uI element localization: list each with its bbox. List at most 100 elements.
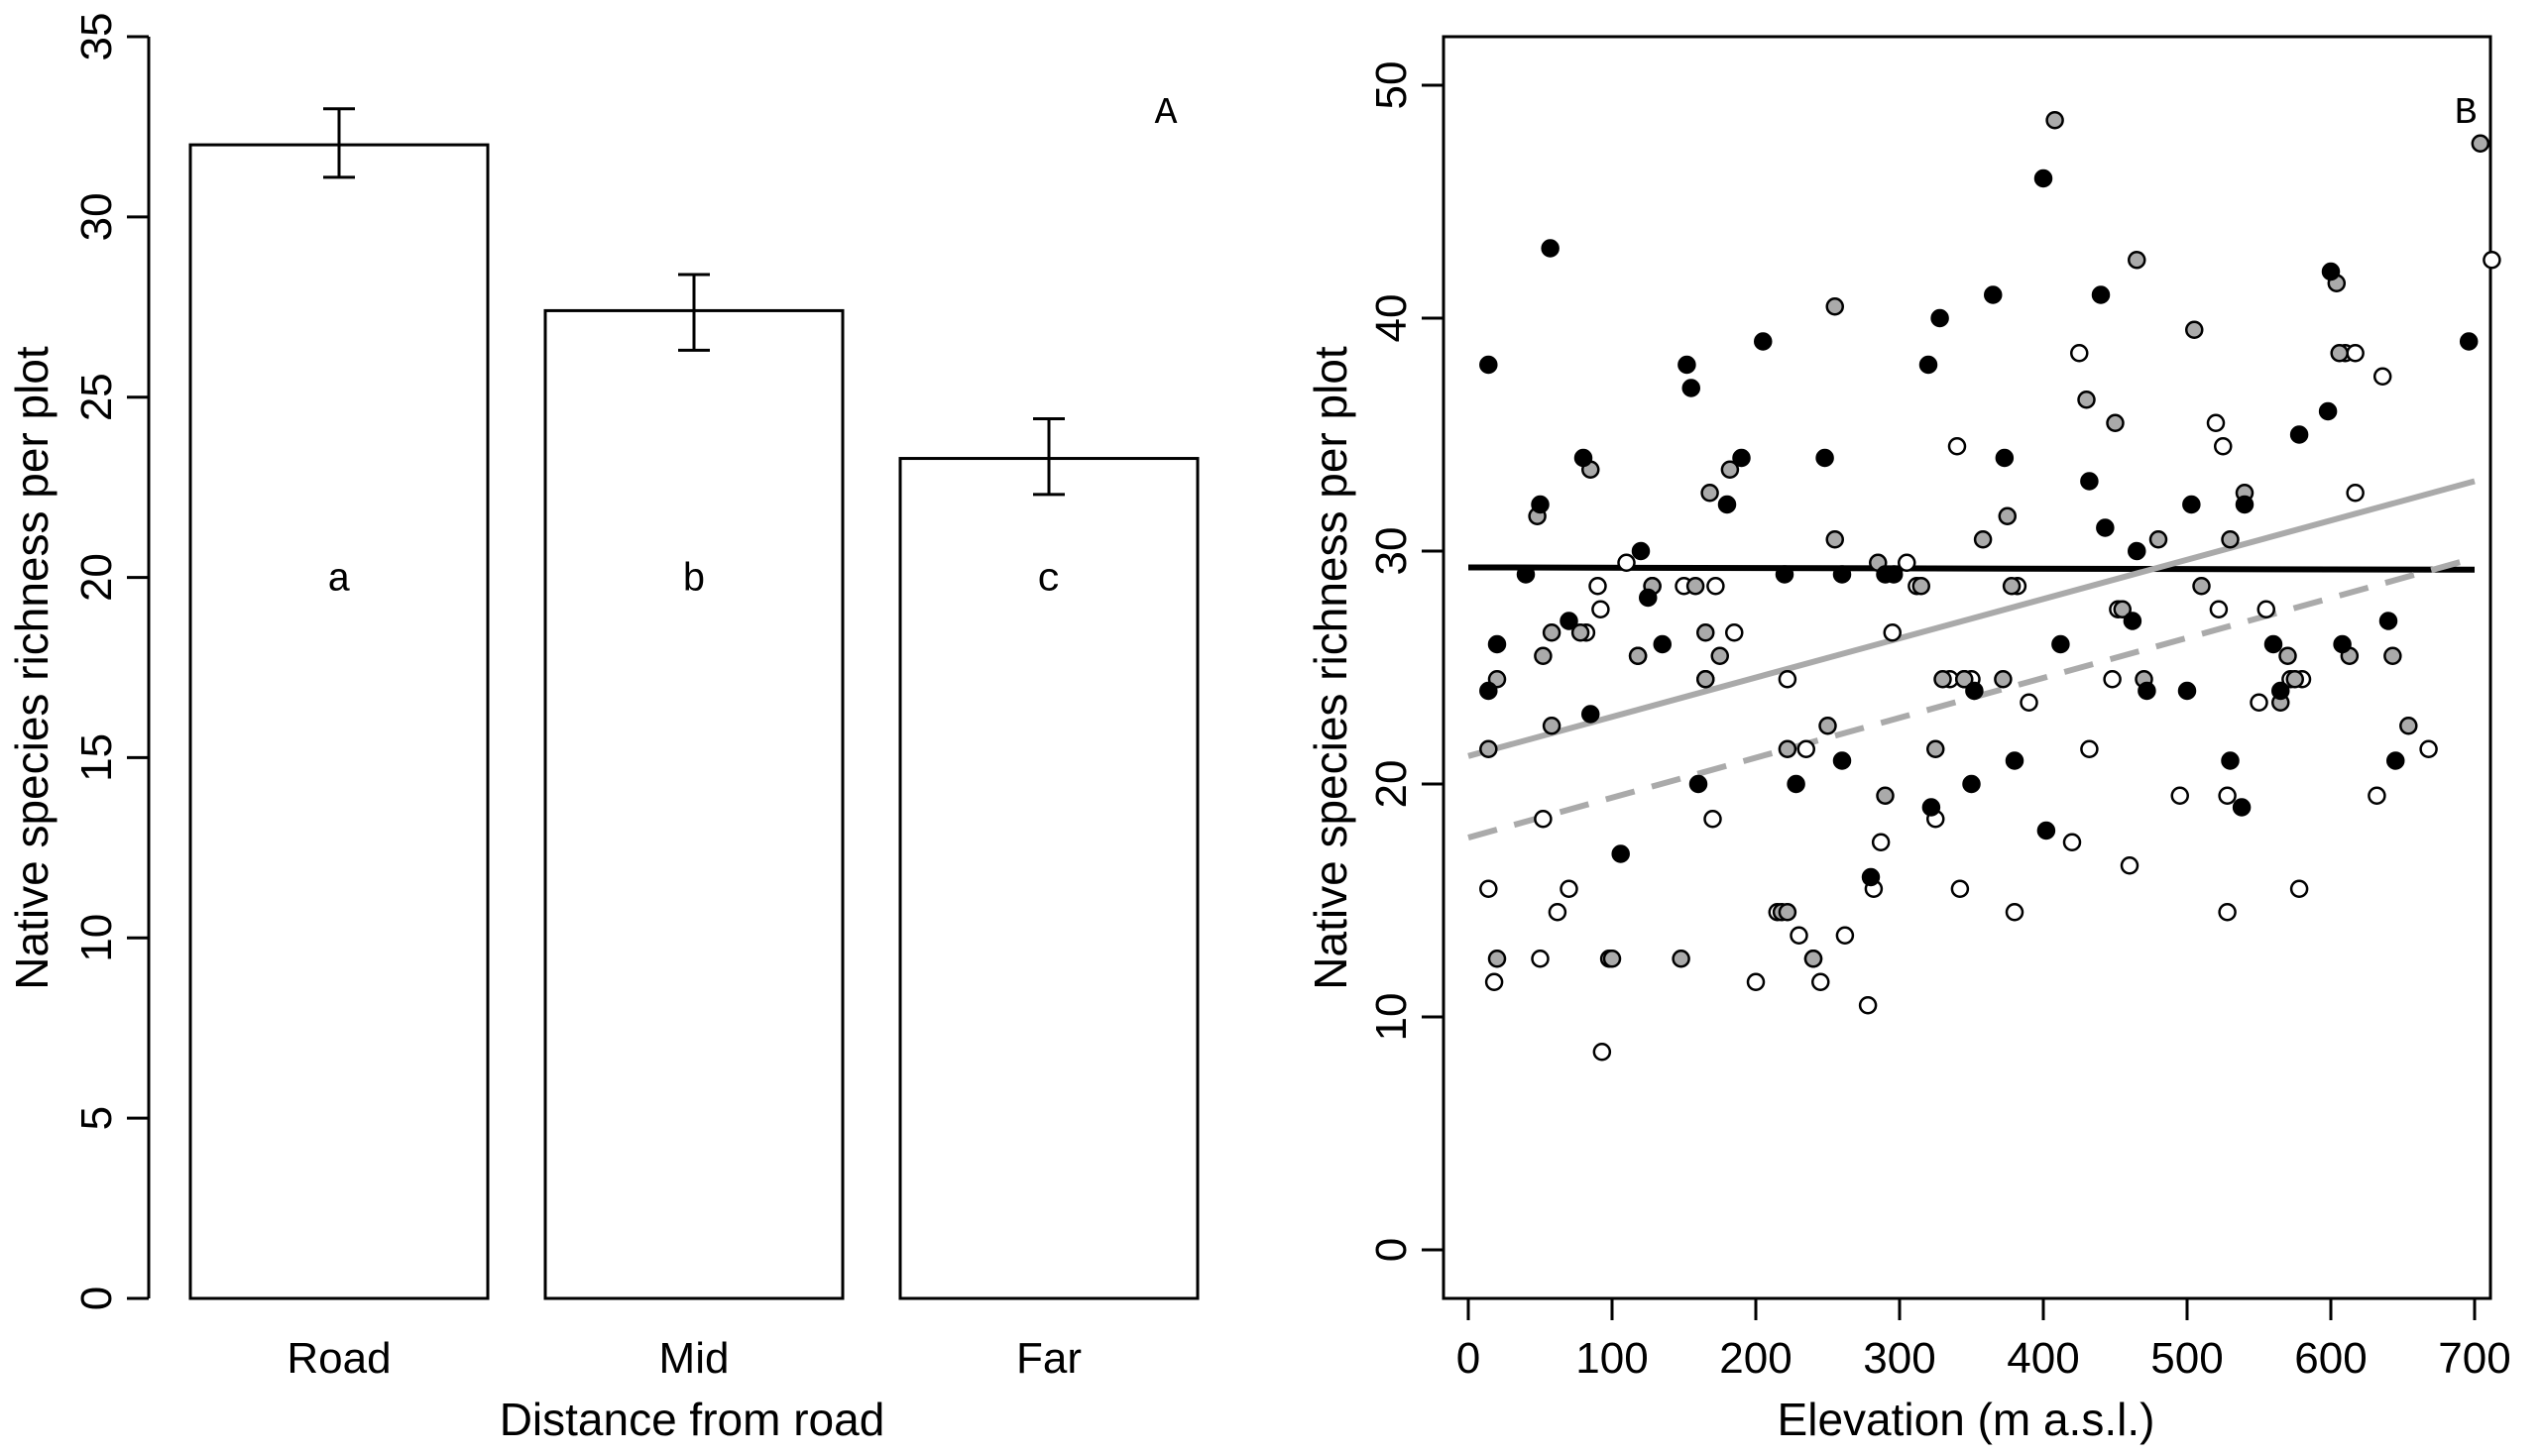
x-tick-label: 400 bbox=[2007, 1334, 2079, 1383]
point-road bbox=[1479, 681, 1498, 701]
point-road bbox=[1930, 308, 1949, 328]
panel-b-label: B bbox=[2455, 92, 2478, 135]
point-road bbox=[2318, 401, 2338, 421]
x-tick-label: Road bbox=[287, 1334, 391, 1383]
point-road bbox=[2459, 332, 2479, 351]
point-road bbox=[1921, 798, 1941, 817]
point-far bbox=[1479, 879, 1498, 898]
panel-b-scatter-plot: 0 10 20 30 40 50 0 100 200 300 400 500 600 700 Nativ… bbox=[1305, 35, 2511, 1445]
significance-letter: a bbox=[327, 559, 351, 604]
point-mid bbox=[1696, 670, 1715, 689]
point-mid bbox=[1628, 646, 1648, 665]
x-tick-label: 100 bbox=[1575, 1334, 1648, 1383]
point-far bbox=[1778, 670, 1797, 689]
point-road bbox=[1677, 355, 1696, 375]
point-road bbox=[1962, 774, 1981, 794]
bar-mid bbox=[543, 308, 845, 1300]
panel-b-x-ticks: 0 100 200 300 400 500 600 700 bbox=[1456, 1298, 2511, 1383]
point-mid bbox=[2399, 717, 2418, 735]
x-tick-label: 300 bbox=[1863, 1334, 1935, 1383]
point-road bbox=[1918, 355, 1938, 375]
point-road bbox=[2221, 751, 2240, 770]
point-far bbox=[2419, 739, 2438, 758]
panel-a-x-axis-title: Distance from road bbox=[500, 1394, 885, 1445]
panel-a-bar-chart: 0 5 10 15 20 25 30 35 a b c Road Mid Far Native spe… bbox=[6, 13, 1200, 1445]
point-mid bbox=[2148, 530, 2168, 549]
point-road bbox=[1754, 332, 1773, 351]
point-road bbox=[1861, 867, 1881, 887]
point-road bbox=[1884, 565, 1904, 584]
point-mid bbox=[2221, 530, 2240, 549]
point-far bbox=[1588, 577, 1607, 596]
panel-a-y-ticks: 0 5 10 15 20 25 30 35 bbox=[72, 13, 149, 1310]
point-mid bbox=[1933, 670, 1952, 689]
point-far bbox=[2062, 833, 2082, 851]
point-mid bbox=[1542, 623, 1561, 642]
panel-a-error-bars bbox=[323, 107, 1065, 497]
trend-line-mid bbox=[1467, 478, 2476, 759]
point-mid bbox=[1876, 786, 1895, 805]
point-road bbox=[1681, 379, 1700, 397]
point-far bbox=[2289, 879, 2309, 898]
point-road bbox=[1487, 634, 1507, 654]
point-far bbox=[2483, 251, 2501, 270]
point-mid bbox=[1994, 670, 2013, 689]
point-road bbox=[1479, 355, 1498, 375]
point-mid bbox=[1825, 297, 1844, 316]
point-road bbox=[2123, 612, 2142, 630]
point-mid bbox=[1602, 950, 1622, 968]
point-mid bbox=[1955, 670, 1974, 689]
point-road bbox=[2036, 821, 2056, 840]
point-far bbox=[1898, 553, 1916, 572]
y-tick-label: 5 bbox=[72, 1106, 121, 1130]
point-far bbox=[1484, 972, 1504, 991]
y-tick-label: 40 bbox=[1367, 294, 1416, 343]
point-mid bbox=[1973, 530, 1993, 549]
point-far bbox=[1871, 833, 1891, 851]
y-tick-label: 20 bbox=[1367, 760, 1416, 809]
point-road bbox=[2096, 518, 2115, 537]
point-mid bbox=[1710, 646, 1729, 665]
point-road bbox=[2321, 262, 2341, 281]
point-far bbox=[2218, 786, 2237, 805]
point-road bbox=[2138, 681, 2156, 701]
point-mid bbox=[1825, 530, 1844, 549]
y-tick-label: 10 bbox=[1367, 993, 1416, 1042]
point-mid bbox=[1998, 506, 2017, 525]
point-road bbox=[2177, 681, 2197, 701]
point-road bbox=[2232, 798, 2252, 817]
point-mid bbox=[2285, 670, 2304, 689]
point-mid bbox=[2383, 646, 2402, 665]
point-road bbox=[1573, 448, 1593, 468]
point-mid bbox=[2330, 344, 2349, 363]
point-mid bbox=[2045, 111, 2064, 130]
x-tick-label: 200 bbox=[1719, 1334, 1792, 1383]
point-far bbox=[2080, 739, 2099, 758]
point-road bbox=[2263, 634, 2283, 654]
point-road bbox=[1787, 774, 1805, 794]
point-road bbox=[2333, 634, 2352, 654]
point-mid bbox=[2185, 320, 2204, 339]
point-road bbox=[1639, 588, 1658, 608]
point-far bbox=[2218, 903, 2237, 922]
point-far bbox=[2250, 693, 2268, 712]
point-far bbox=[1947, 437, 1967, 456]
point-far bbox=[2020, 693, 2038, 712]
panel-b-y-ticks: 0 10 20 30 40 50 bbox=[1367, 61, 1444, 1262]
panel-b-points bbox=[1479, 111, 2501, 1062]
point-far bbox=[1617, 553, 1636, 572]
point-far bbox=[2103, 670, 2122, 689]
point-far bbox=[1706, 577, 1725, 596]
y-tick-label: 35 bbox=[72, 13, 121, 61]
point-far bbox=[2256, 600, 2275, 618]
bar-far bbox=[898, 457, 1200, 1300]
y-tick-label: 25 bbox=[72, 373, 121, 421]
point-road bbox=[1688, 774, 1708, 794]
x-tick-label: Far bbox=[1016, 1334, 1082, 1383]
panel-b-y-axis-title: Native species richness per plot bbox=[1305, 346, 1356, 990]
point-road bbox=[2386, 751, 2405, 770]
point-far bbox=[1950, 879, 1970, 898]
point-road bbox=[2182, 495, 2201, 514]
point-far bbox=[1883, 623, 1902, 642]
trend-line-road bbox=[1467, 564, 2476, 573]
